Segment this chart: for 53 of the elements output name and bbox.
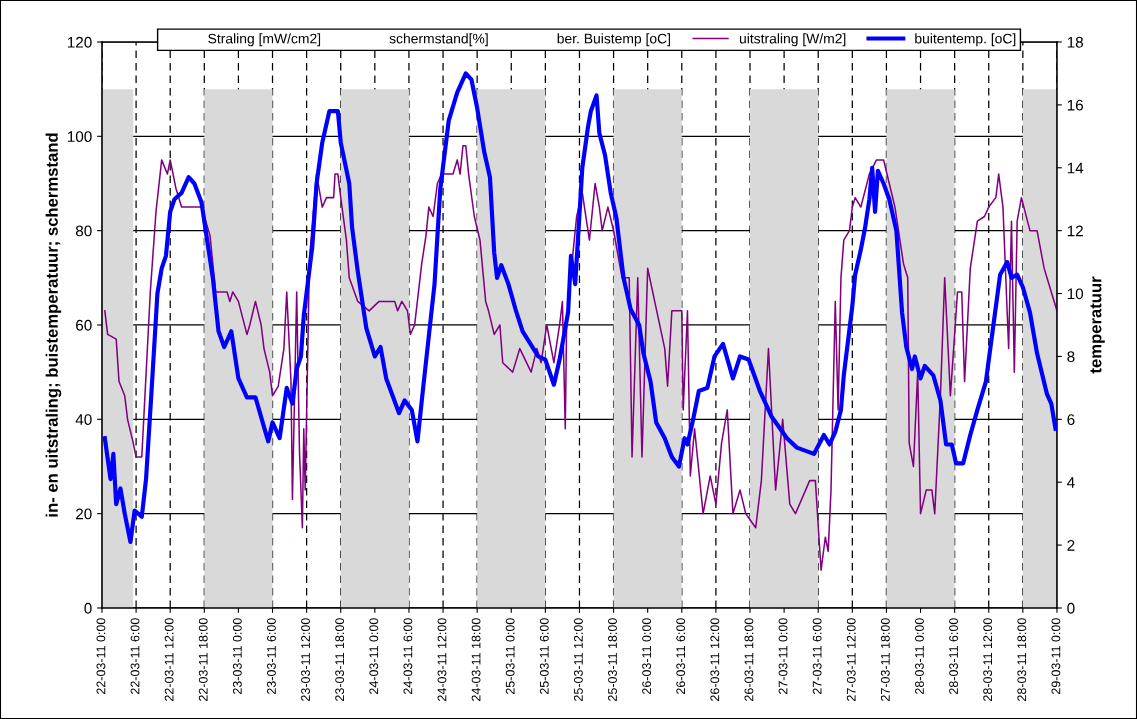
text: Straling [mW/cm2] — [208, 33, 321, 47]
y-tick-label: 120 — [67, 36, 92, 48]
y2-tick-label: 2 — [1067, 539, 1075, 551]
text: ber. Buistemp [oC] — [557, 33, 670, 47]
x-tick-label: 22-03-11 12:00 — [164, 618, 174, 701]
x-tick-label: 26-03-11 12:00 — [710, 618, 720, 701]
text: schermstand[%] — [389, 33, 488, 47]
x-tick-label: 24-03-11 6:00 — [403, 618, 413, 694]
x-tick-label: 28-03-11 6:00 — [949, 618, 958, 694]
x-tick-label: 22-03-11 18:00 — [198, 618, 208, 701]
x-tick-label: 23-03-11 12:00 — [301, 618, 310, 701]
legend-label: buitentemp. [oC] — [915, 33, 1016, 47]
x-tick-label: 23-03-11 6:00 — [267, 618, 276, 694]
y2-tick-label: 12 — [1067, 225, 1083, 237]
x-tick-label: 23-03-11 18:00 — [335, 618, 345, 701]
x-tick-label: 24-03-11 12:00 — [437, 618, 447, 701]
x-tick-label: 24-03-11 0:00 — [369, 618, 379, 694]
y2-tick-label: 10 — [1067, 288, 1084, 300]
y-tick-label: 0 — [84, 602, 92, 614]
x-tick-label: 22-03-11 6:00 — [130, 618, 140, 694]
x-tick-label: 25-03-11 0:00 — [505, 618, 515, 694]
x-tick-label: 26-03-11 18:00 — [744, 618, 754, 701]
y2-tick-label: 4 — [1067, 477, 1075, 488]
x-tick-label: 22-03-11 0:00 — [96, 618, 106, 694]
y-tick-label: 20 — [76, 508, 92, 520]
x-tick-label: 23-03-11 0:00 — [232, 618, 242, 694]
y2-tick-label: 0 — [1067, 602, 1075, 614]
y-tick-label: 60 — [76, 319, 92, 331]
y2-tick-label: 6 — [1067, 414, 1075, 426]
y2-tick-label: 18 — [1067, 36, 1084, 48]
y2-tick-label: 8 — [1067, 351, 1075, 363]
x-tick-label: 27-03-11 6:00 — [812, 618, 822, 694]
x-tick-label: 24-03-11 18:00 — [471, 618, 481, 701]
y-tick-label: 100 — [67, 131, 92, 143]
x-tick-label: 25-03-11 18:00 — [608, 618, 617, 701]
x-tick-label: 25-03-11 6:00 — [539, 618, 549, 694]
x-tick-label: 26-03-11 6:00 — [676, 618, 686, 694]
x-tick-label: 28-03-11 12:00 — [983, 618, 993, 701]
x-tick-label: 25-03-11 12:00 — [573, 618, 583, 701]
x-tick-label: 28-03-11 18:00 — [1017, 618, 1027, 701]
y2-tick-label: 14 — [1067, 162, 1084, 174]
y2-tick-label: 16 — [1067, 99, 1083, 111]
legend-label: uitstraling [W/m2] — [739, 33, 846, 47]
x-tick-label: 27-03-11 12:00 — [846, 618, 856, 701]
y-tick-label: 80 — [75, 225, 92, 237]
x-tick-label: 26-03-11 0:00 — [642, 618, 652, 694]
y-axis-title: in- en uitstraling; buistemperatuur; schermstand — [45, 133, 62, 517]
x-tick-label: 27-03-11 0:00 — [778, 618, 788, 694]
x-tick-label: 29-03-11 0:00 — [1051, 618, 1061, 694]
x-tick-label: 27-03-11 18:00 — [880, 618, 890, 701]
y-tick-label: 40 — [75, 414, 92, 426]
x-tick-label: 28-03-11 0:00 — [915, 618, 924, 694]
y2-axis-title: temperatuur — [1090, 276, 1105, 374]
